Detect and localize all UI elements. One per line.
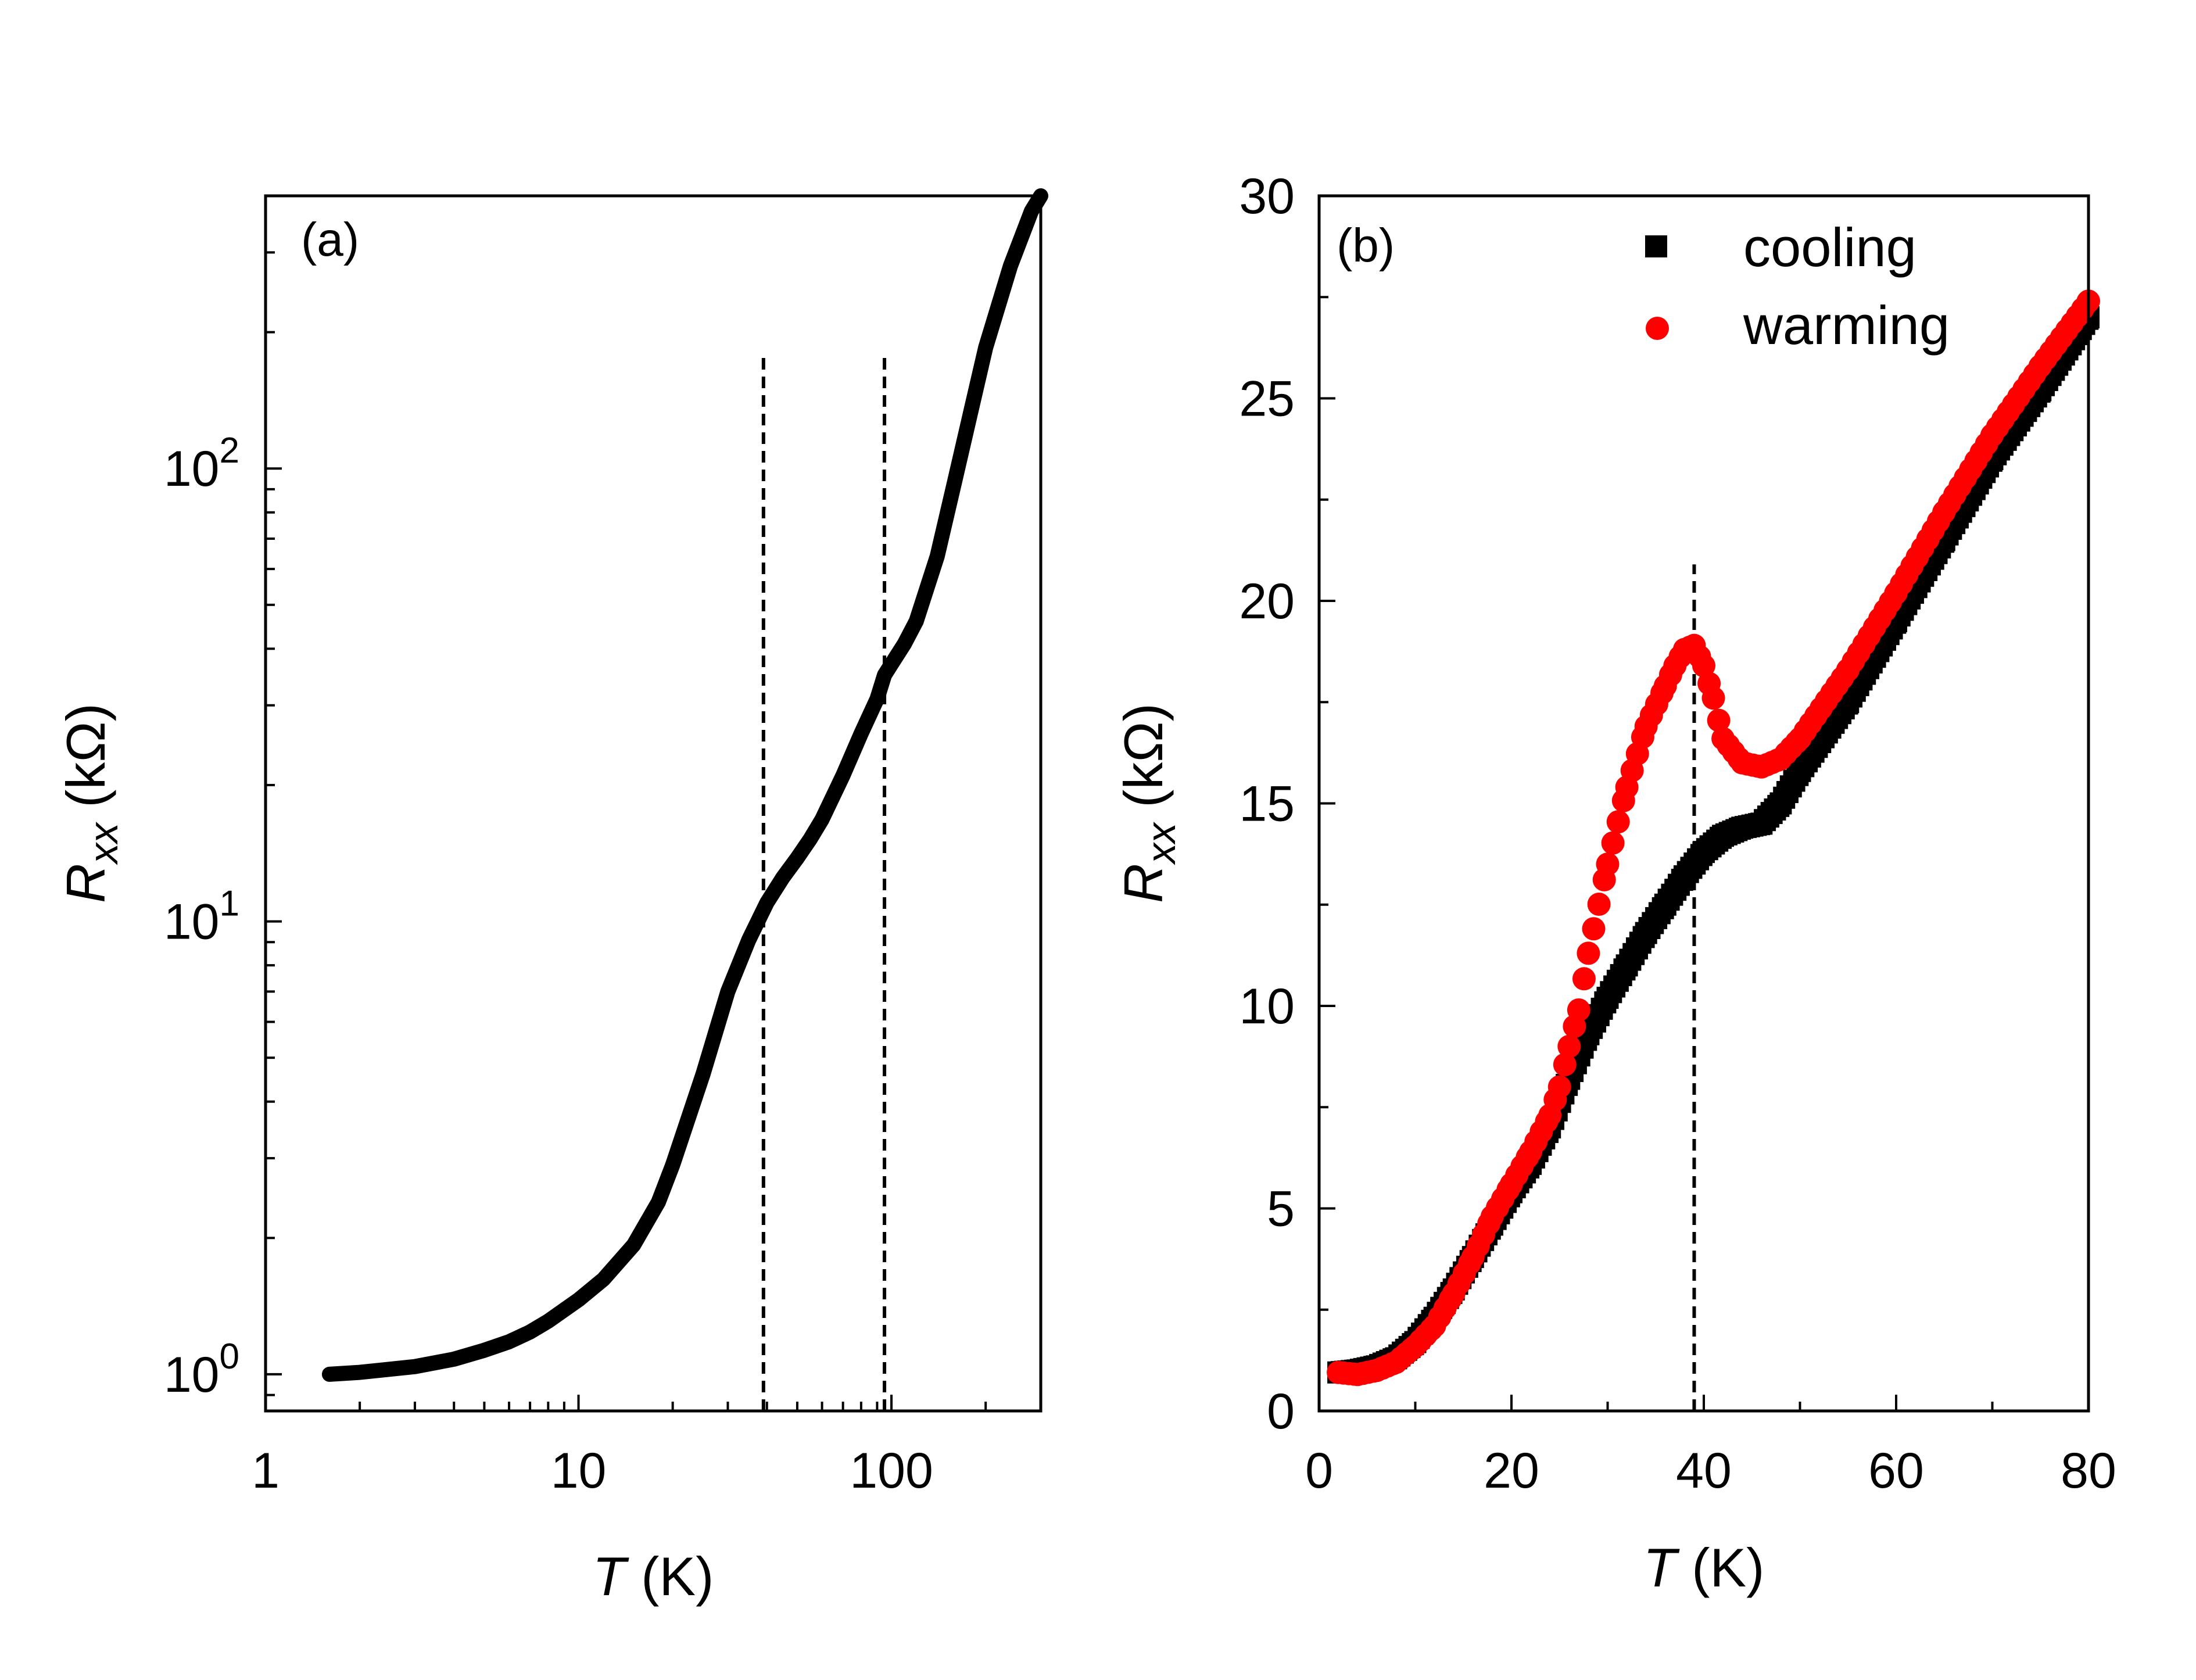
y-tick-label: 10 xyxy=(1239,979,1295,1034)
x-tick-label: 20 xyxy=(1484,1443,1539,1499)
warming-point xyxy=(1701,686,1725,710)
warming-point xyxy=(1606,810,1630,834)
legend-warming-label: warming xyxy=(1743,295,1950,356)
x-tick-label: 100 xyxy=(850,1443,933,1499)
panel-b: 0 20 40 60 80 0 5 10 15 20 25 30 (b) T (K) Rxx (kΩ)… xyxy=(1113,169,2116,1598)
warming-point xyxy=(1557,1034,1581,1058)
warming-point xyxy=(1587,893,1611,916)
warming-point xyxy=(1577,941,1600,965)
warming-point xyxy=(1572,967,1596,991)
warming-point xyxy=(1582,917,1606,941)
warming-point xyxy=(1567,998,1590,1022)
panel-a-y-axis-title: Rxx (kΩ) xyxy=(55,703,126,903)
legend-warming-marker xyxy=(1646,317,1669,340)
legend-cooling-marker xyxy=(1645,235,1667,257)
y-tick-label: 102 xyxy=(164,431,239,497)
panel-a-x-axis-title: T (K) xyxy=(593,1546,714,1607)
panel-b-label: (b) xyxy=(1337,219,1395,272)
y-tick-label: 5 xyxy=(1267,1181,1295,1237)
legend: cooling warming xyxy=(1645,217,1950,356)
panel-a-label: (a) xyxy=(301,213,359,266)
legend-cooling-label: cooling xyxy=(1743,217,1916,278)
y-tick-label: 20 xyxy=(1239,574,1295,629)
x-tick-label: 0 xyxy=(1305,1443,1333,1499)
y-tick-label: 101 xyxy=(164,884,239,950)
warming-point xyxy=(1596,852,1620,876)
x-tick-label: 40 xyxy=(1676,1443,1732,1499)
warming-point xyxy=(1692,654,1715,678)
panel-b-y-axis-title: Rxx (kΩ) xyxy=(1113,703,1184,903)
rxx-curve xyxy=(321,188,1048,1382)
y-tick-label: 100 xyxy=(164,1337,239,1403)
panel-a-marks: 1 10 100 100 101 102 xyxy=(164,188,1048,1499)
warming-point xyxy=(1547,1075,1571,1099)
x-tick-label: 60 xyxy=(1868,1443,1924,1499)
y-tick-label: 30 xyxy=(1239,169,1295,224)
panel-b-frame xyxy=(1317,194,2090,1413)
panel-a-frame xyxy=(264,194,1043,1413)
x-tick-label: 80 xyxy=(2061,1443,2116,1499)
y-tick-label: 15 xyxy=(1239,776,1295,832)
x-tick-label: 10 xyxy=(551,1443,607,1499)
panel-b-marks: 0 20 40 60 80 0 5 10 15 20 25 30 xyxy=(1239,169,2116,1499)
y-tick-label: 0 xyxy=(1267,1384,1295,1439)
warming-point xyxy=(1553,1053,1577,1077)
warming-point xyxy=(1707,708,1731,732)
warming-point xyxy=(1601,831,1625,855)
x-tick-label: 1 xyxy=(252,1443,280,1499)
panel-a: 1 10 100 100 101 102 (a) T (K) Rxx (kΩ) xyxy=(55,188,1048,1607)
y-tick-label: 25 xyxy=(1239,371,1295,427)
panel-b-x-axis-title: T (K) xyxy=(1643,1537,1765,1598)
